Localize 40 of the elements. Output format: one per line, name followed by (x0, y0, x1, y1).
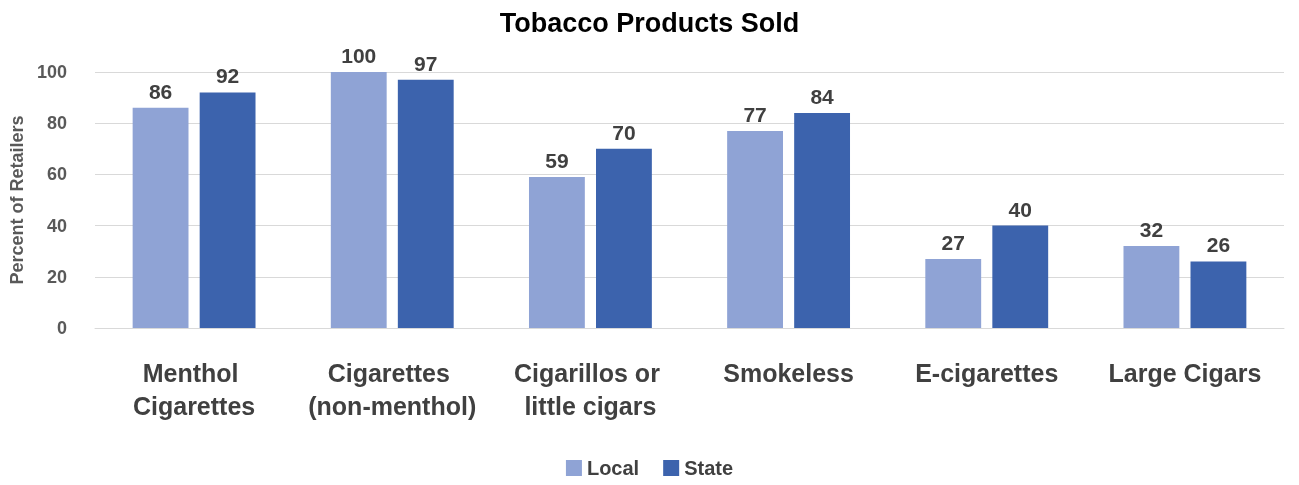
data-label: 32 (1139, 218, 1164, 242)
y-tick-label: 80 (46, 113, 67, 134)
x-tick-label: Cigarettes (non-menthol) (308, 358, 477, 420)
y-tick-label: 0 (56, 318, 67, 338)
x-tick-label: Menthol Cigarettes (132, 358, 256, 420)
data-label: 86 (148, 79, 173, 103)
data-label: 59 (545, 148, 569, 172)
bar (397, 79, 454, 328)
data-label: 26 (1206, 233, 1231, 257)
bar (794, 112, 851, 328)
y-tick-label: 60 (46, 164, 67, 185)
y-tick-label: 20 (46, 266, 67, 287)
data-label: 97 (414, 51, 438, 75)
data-label: 77 (743, 102, 767, 126)
bar (528, 176, 585, 328)
y-tick-label: 40 (46, 215, 67, 236)
chart-title: Tobacco Products Sold (499, 7, 800, 38)
data-label: 27 (941, 230, 965, 254)
data-label: 100 (341, 44, 377, 67)
data-label: 92 (215, 64, 240, 88)
x-tick-label: Large Cigars (1108, 358, 1262, 387)
y-axis-title: Percent of Retailers (7, 115, 28, 285)
bar (727, 130, 783, 328)
x-tick-label: Smokeless (723, 358, 854, 387)
bar (992, 225, 1049, 328)
data-label: 40 (1008, 197, 1032, 221)
bar (596, 148, 652, 328)
y-tick-label: 100 (36, 62, 67, 82)
data-label: 84 (810, 84, 835, 108)
bar (1190, 261, 1247, 328)
x-tick-label: Cigarillos or little cigars (514, 358, 667, 420)
data-label: 70 (612, 120, 636, 144)
bar (925, 258, 982, 328)
bar (1123, 246, 1180, 328)
x-tick-label: E-cigarettes (915, 358, 1059, 387)
bar (330, 72, 387, 328)
bar (132, 107, 189, 328)
bar (199, 92, 256, 328)
legend-label: Local (586, 457, 640, 479)
legend-label: State (684, 457, 734, 479)
